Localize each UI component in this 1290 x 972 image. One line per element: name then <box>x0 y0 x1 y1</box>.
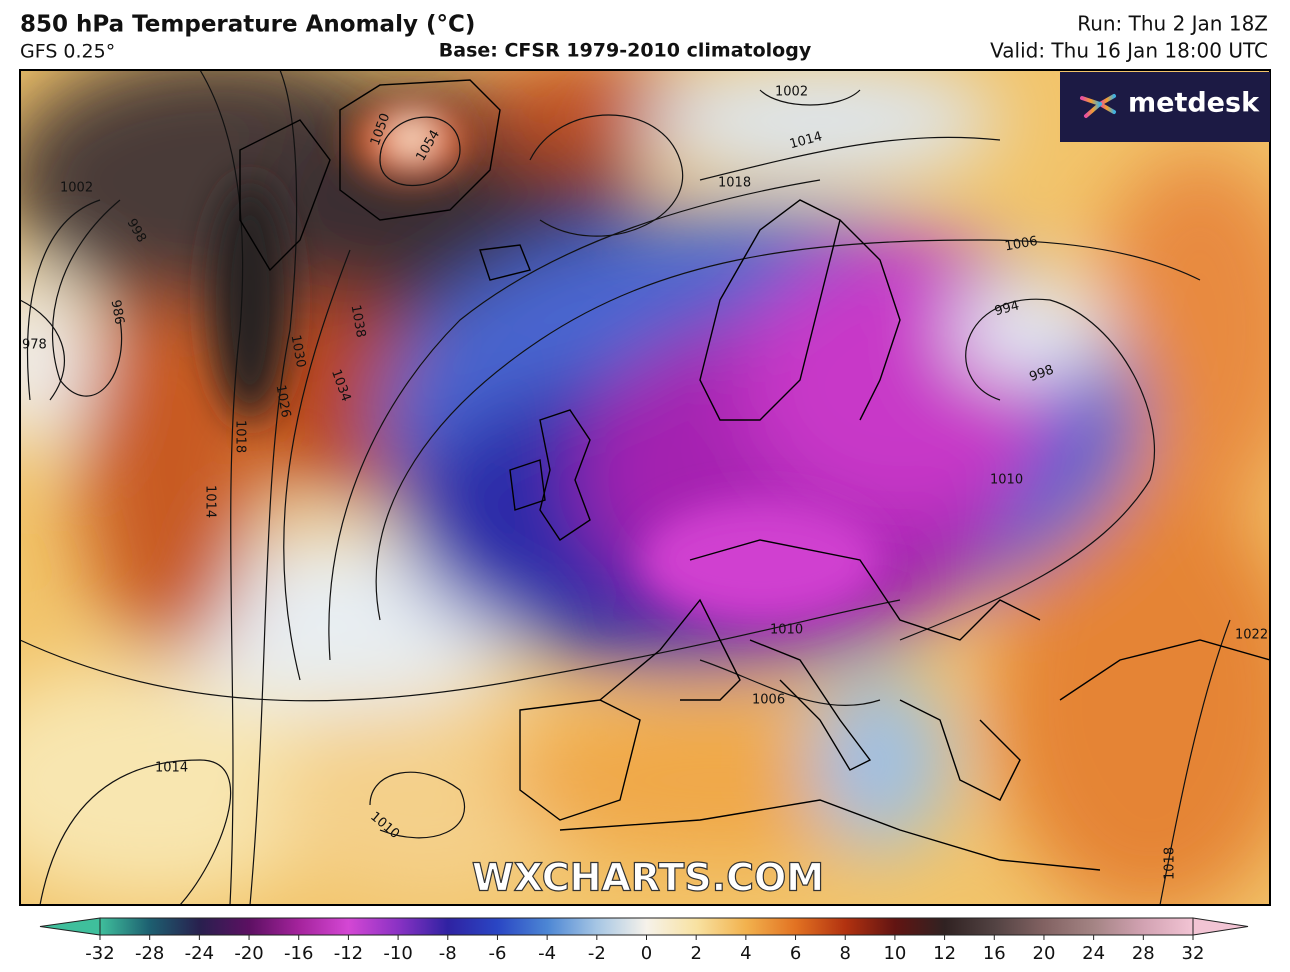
isobar-label: 1026 <box>273 384 294 419</box>
colorbar-tick-label: 24 <box>1082 943 1105 964</box>
colorbar-tick-label: -6 <box>488 943 506 964</box>
colorbar-tick-label: 12 <box>933 943 956 964</box>
colorbar-tick-label: 16 <box>983 943 1006 964</box>
colorbar-bar <box>99 917 1194 936</box>
colorbar-tick-label: 2 <box>690 943 701 964</box>
colorbar-tick-label: -8 <box>439 943 457 964</box>
colorbar-tick-label: 28 <box>1132 943 1155 964</box>
logo: metdesk <box>1060 72 1270 142</box>
colorbar-tick-label: -32 <box>85 943 114 964</box>
colorbar-tick-label: 10 <box>883 943 906 964</box>
isobar-label: 1018 <box>1163 847 1178 880</box>
colorbar-tick-label: -20 <box>234 943 263 964</box>
isobar-label: 1022 <box>1235 628 1268 643</box>
model: GFS 0.25° <box>20 41 115 63</box>
isobar-label: 1006 <box>1004 234 1039 255</box>
colorbar-low-arrow <box>39 917 101 936</box>
colorbar-tick-label: 4 <box>740 943 751 964</box>
isobar-label: 1018 <box>718 176 751 191</box>
colorbar: -32 -28 -24 -20 -16 -12 -10 -8 -6 -4 -2 0 2 4 6 8 10 12 16… <box>39 917 1249 964</box>
map-frame <box>19 69 1271 906</box>
colorbar-tick-label: -28 <box>135 943 164 964</box>
logo-icon <box>1080 86 1116 128</box>
isobar-label: 1018 <box>233 420 248 453</box>
colorbar-tick-label: -10 <box>383 943 412 964</box>
colorbar-tick-label: 8 <box>840 943 851 964</box>
map <box>20 70 1270 905</box>
isobar-label: 1006 <box>752 693 785 708</box>
isobar-label: 986 <box>108 299 127 326</box>
coastlines <box>239 79 1270 871</box>
isobar-label: 1002 <box>60 181 93 196</box>
title: 850 hPa Temperature Anomaly (°C) <box>20 12 475 38</box>
valid: Valid: Thu 16 Jan 18:00 UTC <box>990 39 1268 63</box>
run: Run: Thu 2 Jan 18Z <box>1077 12 1268 36</box>
isobar-label: 1010 <box>770 623 803 638</box>
colorbar-tick-label: 6 <box>790 943 801 964</box>
logo-text: metdesk <box>1128 88 1260 119</box>
watermark: WXCHARTS.COM <box>472 856 824 900</box>
colorbar-tick-label: 20 <box>1033 943 1056 964</box>
isobar-label: 1010 <box>990 473 1023 488</box>
colorbar-tick-label: -16 <box>284 943 313 964</box>
colorbar-tick-label: -12 <box>334 943 363 964</box>
colorbar-tick-label: -4 <box>538 943 556 964</box>
colorbar-tick-label: 0 <box>641 943 652 964</box>
isobar-label: 1038 <box>348 304 369 339</box>
colorbar-tick-label: -24 <box>185 943 214 964</box>
colorbar-tick-label: 32 <box>1182 943 1205 964</box>
isobars <box>20 70 1231 905</box>
anomaly-detail <box>210 100 880 620</box>
isobar-label: 1014 <box>155 761 188 776</box>
isobar-label: 978 <box>22 338 47 353</box>
isobar-label: 1030 <box>288 334 309 369</box>
base: Base: CFSR 1979-2010 climatology <box>439 40 812 62</box>
isobar-label: 1002 <box>775 85 808 100</box>
isobar-label: 1014 <box>203 485 218 518</box>
colorbar-high-arrow <box>1192 917 1249 936</box>
colorbar-tick-label: -2 <box>588 943 606 964</box>
isobar-label: 994 <box>993 298 1021 319</box>
